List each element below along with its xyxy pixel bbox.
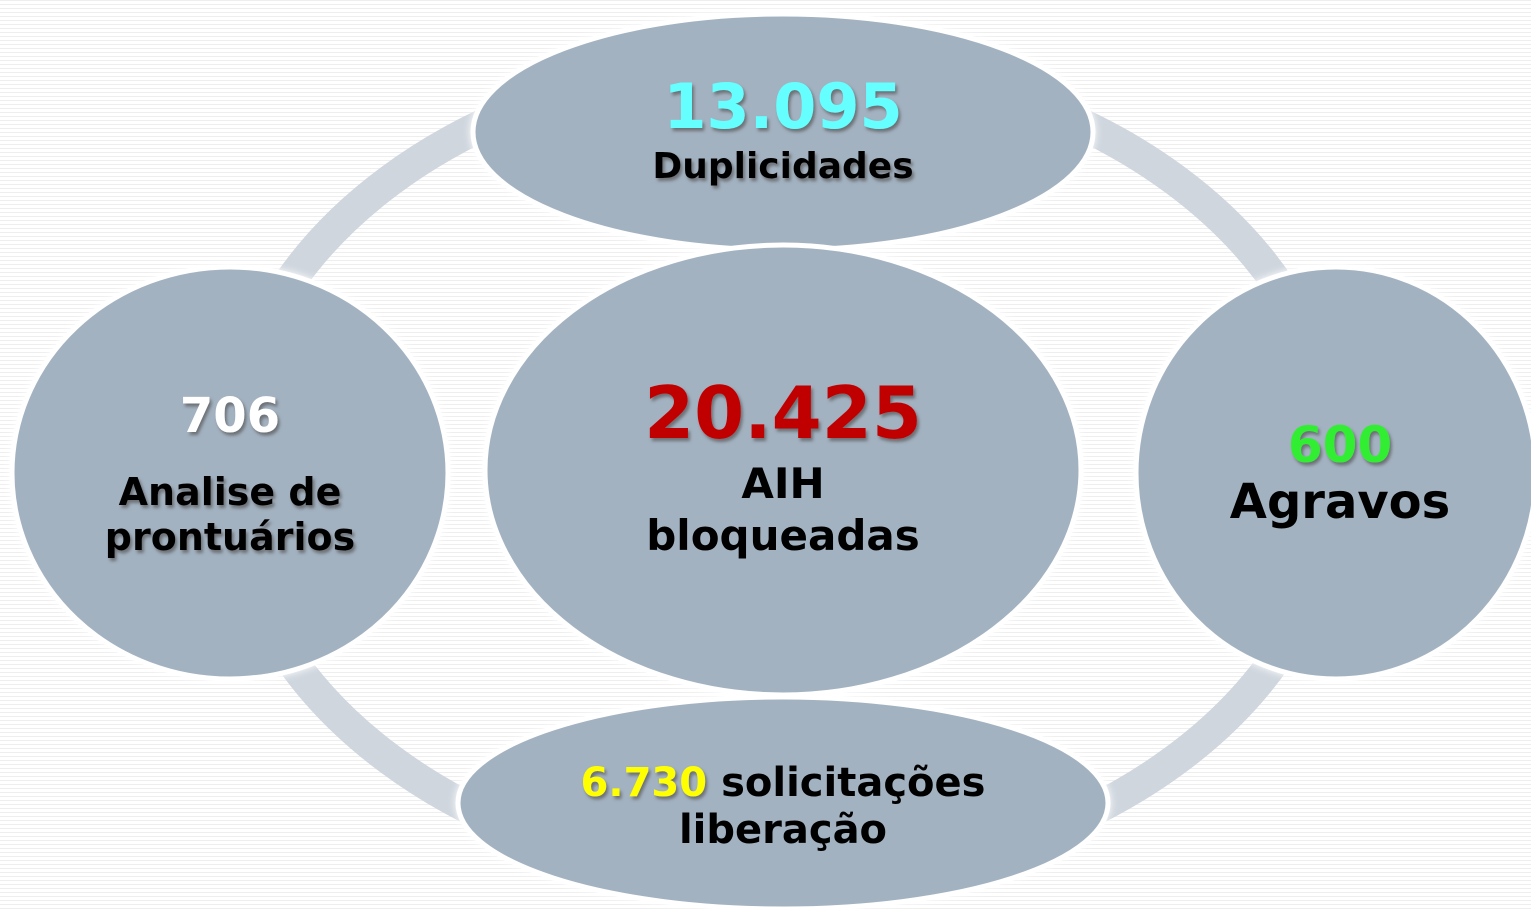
right-circle xyxy=(1133,264,1531,682)
node-label: liberação xyxy=(679,807,887,853)
node-label: Duplicidades xyxy=(652,146,913,187)
node-value: 6.730 xyxy=(581,760,708,806)
node-label: Agravos xyxy=(1230,474,1450,530)
node-value: 20.425 xyxy=(644,371,922,455)
node-label: AIH xyxy=(741,459,824,508)
node-line: 6.730 solicitações xyxy=(581,760,986,806)
node-value: 706 xyxy=(180,388,280,444)
node-value: 13.095 xyxy=(663,70,902,143)
node-label: bloqueadas xyxy=(646,511,920,560)
node-label: prontuários xyxy=(105,515,355,559)
node-label: solicitações xyxy=(721,760,985,806)
left-circle xyxy=(9,264,451,682)
center-ellipse xyxy=(482,242,1084,698)
node-label: Analise de xyxy=(119,470,342,514)
node-value: 600 xyxy=(1288,416,1392,474)
